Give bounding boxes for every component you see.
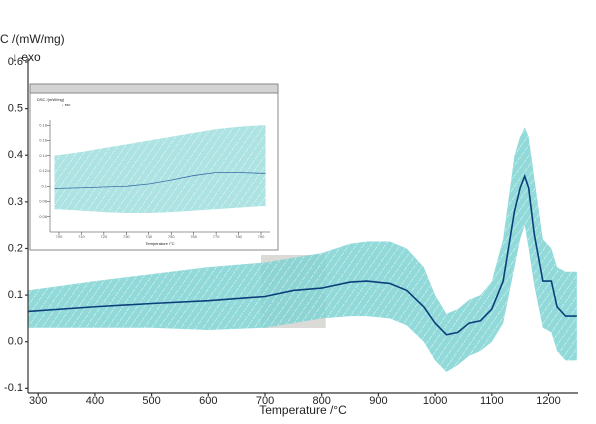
x-tick-label: 1000 (423, 395, 447, 407)
y-tick-label: 0.14 (39, 153, 48, 158)
inset-header (29, 83, 279, 94)
main-plot: -0.1 0.0 0.1 0.2 0.3 0.4 0.5 0.6 300 400 500 600 700… (0, 32, 578, 417)
band-texture (54, 125, 266, 213)
x-tick-label: 720 (101, 234, 108, 239)
y-tick-label: -0.1 (4, 382, 23, 394)
y-tick-label: 0.4 (8, 149, 23, 161)
x-tick-label: 700 (56, 234, 63, 239)
y-tick-label: 0.16 (39, 138, 48, 143)
x-tick-label: 710 (78, 234, 85, 239)
x-tick-label: 400 (86, 395, 104, 407)
x-tick-label: 300 (29, 395, 47, 407)
y-axis-title: C /(mW/mg) (0, 32, 65, 46)
y-tick-label: 0.0 (8, 336, 23, 348)
x-tick-label: 740 (145, 234, 152, 239)
band-texture (28, 127, 577, 373)
mean-line (54, 172, 266, 189)
y-tick-label: 0.18 (39, 122, 48, 127)
x-tick-label: 700 (256, 395, 274, 407)
x-tick-label: 1200 (536, 395, 560, 407)
x-tick-label: 600 (199, 395, 217, 407)
x-tick-label: 790 (258, 234, 265, 239)
exo-annotation: ↓ exo (62, 103, 70, 107)
y-tick-label: 0.6 (8, 56, 23, 68)
x-tick-label: 500 (142, 395, 160, 407)
y-axis-title: DSC /(mW/mg) (37, 97, 65, 102)
x-tick-label: 900 (369, 395, 387, 407)
y-tick-label: 0.5 (8, 103, 23, 115)
y-tick-label: 0.2 (8, 242, 23, 254)
mean-line (27, 173, 577, 336)
y-tick-label: 0.3 (8, 196, 23, 208)
x-axis-title: Temperature /°C (259, 403, 347, 417)
x-tick-label: 800 (313, 395, 331, 407)
y-tick-label: 0.06 (39, 214, 48, 219)
x-tick-label: 780 (235, 234, 242, 239)
x-tick-label: 1100 (480, 395, 504, 407)
x-axis-title: Temperature /°C (145, 241, 174, 246)
y-tick-label: 0.1 (41, 183, 47, 188)
x-tick-label: 760 (190, 234, 197, 239)
x-tick-label: 770 (213, 234, 220, 239)
y-tick-label: 0.1 (8, 289, 23, 301)
y-tick-label: 0.12 (39, 168, 48, 173)
x-tick-label: 730 (123, 234, 130, 239)
x-tick-label: 750 (168, 234, 175, 239)
exo-annotation: ↓ exo (12, 50, 41, 64)
inset-plot: 0.06 0.08 0.1 0.12 0.14 0.16 0.18 700 710 720 730 7… (29, 83, 279, 251)
y-tick-label: 0.08 (39, 199, 48, 204)
